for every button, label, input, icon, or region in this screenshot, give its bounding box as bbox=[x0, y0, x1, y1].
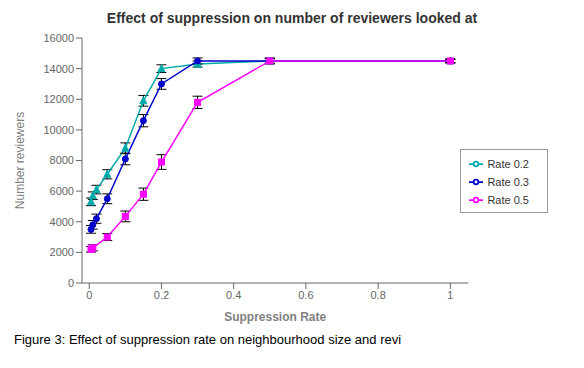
svg-text:0.4: 0.4 bbox=[226, 289, 241, 301]
svg-text:0.8: 0.8 bbox=[370, 289, 385, 301]
html-text:Rate 0.5: Rate 0.5 bbox=[487, 194, 529, 206]
svg-text:8000: 8000 bbox=[50, 154, 74, 166]
svg-text:2000: 2000 bbox=[50, 246, 74, 258]
svg-text:Suppression Rate: Suppression Rate bbox=[224, 310, 326, 324]
html-text:Figure 3: Effect of suppressio: Figure 3: Effect of suppression rate on … bbox=[14, 332, 402, 347]
svg-text:10000: 10000 bbox=[43, 124, 74, 136]
svg-text:1: 1 bbox=[447, 289, 453, 301]
svg-text:0: 0 bbox=[86, 289, 92, 301]
svg-text:0.2: 0.2 bbox=[154, 289, 169, 301]
html-text:Rate 0.3: Rate 0.3 bbox=[487, 176, 529, 188]
svg-text:16000: 16000 bbox=[43, 32, 74, 44]
svg-text:12000: 12000 bbox=[43, 93, 74, 105]
html-text:Rate 0.2: Rate 0.2 bbox=[487, 158, 529, 170]
svg-text:Number reviewers: Number reviewers bbox=[13, 112, 27, 209]
svg-text:6000: 6000 bbox=[50, 185, 74, 197]
svg-text:0.6: 0.6 bbox=[298, 289, 313, 301]
svg-text:4000: 4000 bbox=[50, 216, 74, 228]
svg-text:14000: 14000 bbox=[43, 63, 74, 75]
html-text:Effect of suppression on numbe: Effect of suppression on number of revie… bbox=[106, 10, 478, 26]
svg-text:0: 0 bbox=[68, 277, 74, 289]
